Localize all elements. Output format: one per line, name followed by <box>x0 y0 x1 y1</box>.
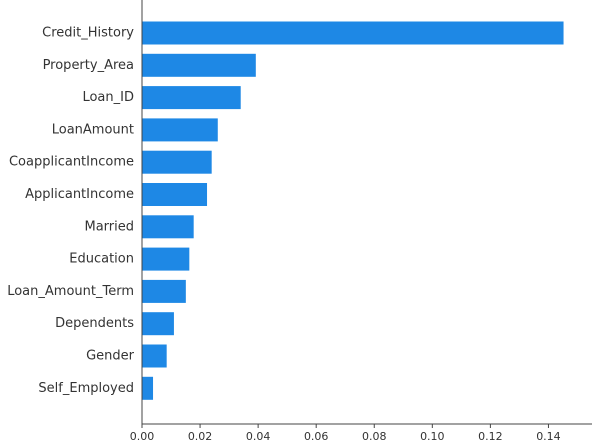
bar-loan-amount-term <box>142 279 186 303</box>
x-tick-label: 0.00 <box>130 430 155 442</box>
x-tick-label: 0.10 <box>420 430 445 442</box>
category-labels: Credit_History Property_Area Loan_ID LoanAm… <box>7 26 134 396</box>
bar-credit-history <box>142 21 564 45</box>
bar-dependents <box>142 312 174 336</box>
category-label: Gender <box>86 349 135 364</box>
bar-gender <box>142 344 167 368</box>
category-label: Married <box>84 219 134 234</box>
bar-loan-id <box>142 86 241 110</box>
x-tick-label: 0.06 <box>304 430 329 442</box>
bar-property-area <box>142 53 256 77</box>
x-tick-label: 0.04 <box>246 430 271 442</box>
category-label: LoanAmount <box>52 122 134 137</box>
category-label: Self_Employed <box>38 381 134 396</box>
category-label: Loan_ID <box>82 90 134 105</box>
category-label: Property_Area <box>43 58 134 73</box>
category-label: Credit_History <box>42 26 134 41</box>
bar-loanamount <box>142 118 218 142</box>
x-tick-label: 0.14 <box>536 430 561 442</box>
x-tick-label: 0.12 <box>478 430 503 442</box>
bars-layer <box>142 21 564 400</box>
x-tick-label: 0.02 <box>188 430 213 442</box>
category-label: Loan_Amount_Term <box>7 284 134 299</box>
bar-coapplicantincome <box>142 150 212 174</box>
category-label: CoapplicantIncome <box>9 155 134 170</box>
bar-self-employed <box>142 376 154 400</box>
category-label: Dependents <box>55 316 134 331</box>
category-label: Education <box>69 252 134 267</box>
bar-married <box>142 215 194 239</box>
bar-education <box>142 247 190 271</box>
x-tick-label: 0.08 <box>362 430 387 442</box>
bar-applicantincome <box>142 183 208 206</box>
category-label: ApplicantIncome <box>25 187 134 202</box>
x-axis-ticks: 0.00 0.02 0.04 0.06 0.08 0.10 0.12 0.14 <box>130 424 561 442</box>
